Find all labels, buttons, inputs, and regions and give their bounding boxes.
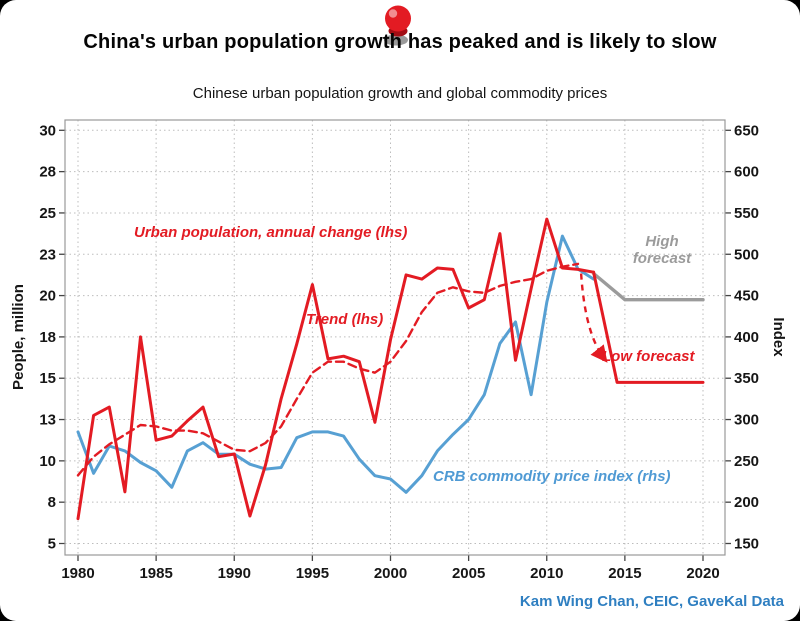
right-tick-label: 250 bbox=[734, 453, 759, 470]
left-tick-label: 28 bbox=[39, 164, 56, 181]
right-tick-label: 350 bbox=[734, 370, 759, 387]
series-line-urban-population-annual-change bbox=[76, 217, 596, 521]
series-line-crb-commodity-index bbox=[76, 234, 596, 494]
x-tick-label: 1980 bbox=[61, 565, 94, 582]
right-tick-label: 650 bbox=[734, 122, 759, 139]
chart-subtitle: Chinese urban population growth and glob… bbox=[192, 85, 608, 102]
annotation-low-forecast: Low forecast bbox=[602, 348, 695, 365]
x-tick-label: 1985 bbox=[139, 565, 172, 582]
page-title: China's urban population growth has peak… bbox=[83, 31, 717, 53]
series-line-low-forecast bbox=[592, 270, 705, 384]
right-tick-label: 550 bbox=[734, 205, 759, 222]
left-tick-label: 10 bbox=[39, 453, 56, 470]
annotation-urban-population: Urban population, annual change (lhs) bbox=[134, 224, 408, 241]
x-tick-label: 2000 bbox=[374, 565, 407, 582]
x-tick-label: 2015 bbox=[608, 565, 641, 582]
x-tick-label: 2020 bbox=[686, 565, 719, 582]
right-axis-title: Index bbox=[770, 317, 787, 357]
left-tick-label: 20 bbox=[39, 288, 56, 305]
right-tick-label: 500 bbox=[734, 246, 759, 263]
annotation-high-forecast: High forecast bbox=[632, 233, 692, 268]
left-tick-label: 18 bbox=[39, 329, 56, 346]
x-tick-label: 1995 bbox=[296, 565, 329, 582]
annotation-trend: Trend (lhs) bbox=[306, 311, 384, 328]
right-tick-label: 600 bbox=[734, 164, 759, 181]
series-line-trend bbox=[76, 262, 580, 477]
x-tick-label: 2010 bbox=[530, 565, 563, 582]
trend-forecast-arrow bbox=[579, 273, 608, 363]
left-tick-label: 5 bbox=[48, 536, 56, 553]
left-tick-label: 13 bbox=[39, 412, 56, 429]
x-tick-label: 2005 bbox=[452, 565, 485, 582]
right-tick-label: 400 bbox=[734, 329, 759, 346]
right-tick-label: 200 bbox=[734, 494, 759, 511]
left-axis-title: People, million bbox=[10, 284, 27, 390]
x-tick-label: 1990 bbox=[218, 565, 251, 582]
left-tick-label: 8 bbox=[48, 494, 56, 511]
left-tick-label: 30 bbox=[39, 122, 56, 139]
left-tick-label: 15 bbox=[39, 370, 56, 387]
right-tick-label: 450 bbox=[734, 288, 759, 305]
source-credit: Kam Wing Chan, CEIC, GaveKal Data bbox=[519, 593, 784, 610]
pushpin-icon bbox=[384, 5, 411, 46]
right-tick-label: 150 bbox=[734, 536, 759, 553]
left-tick-label: 25 bbox=[39, 205, 56, 222]
left-tick-label: 23 bbox=[39, 246, 56, 263]
annotation-crb-index: CRB commodity price index (rhs) bbox=[433, 468, 671, 485]
right-tick-label: 300 bbox=[734, 412, 759, 429]
series-line-high-forecast bbox=[591, 271, 705, 302]
